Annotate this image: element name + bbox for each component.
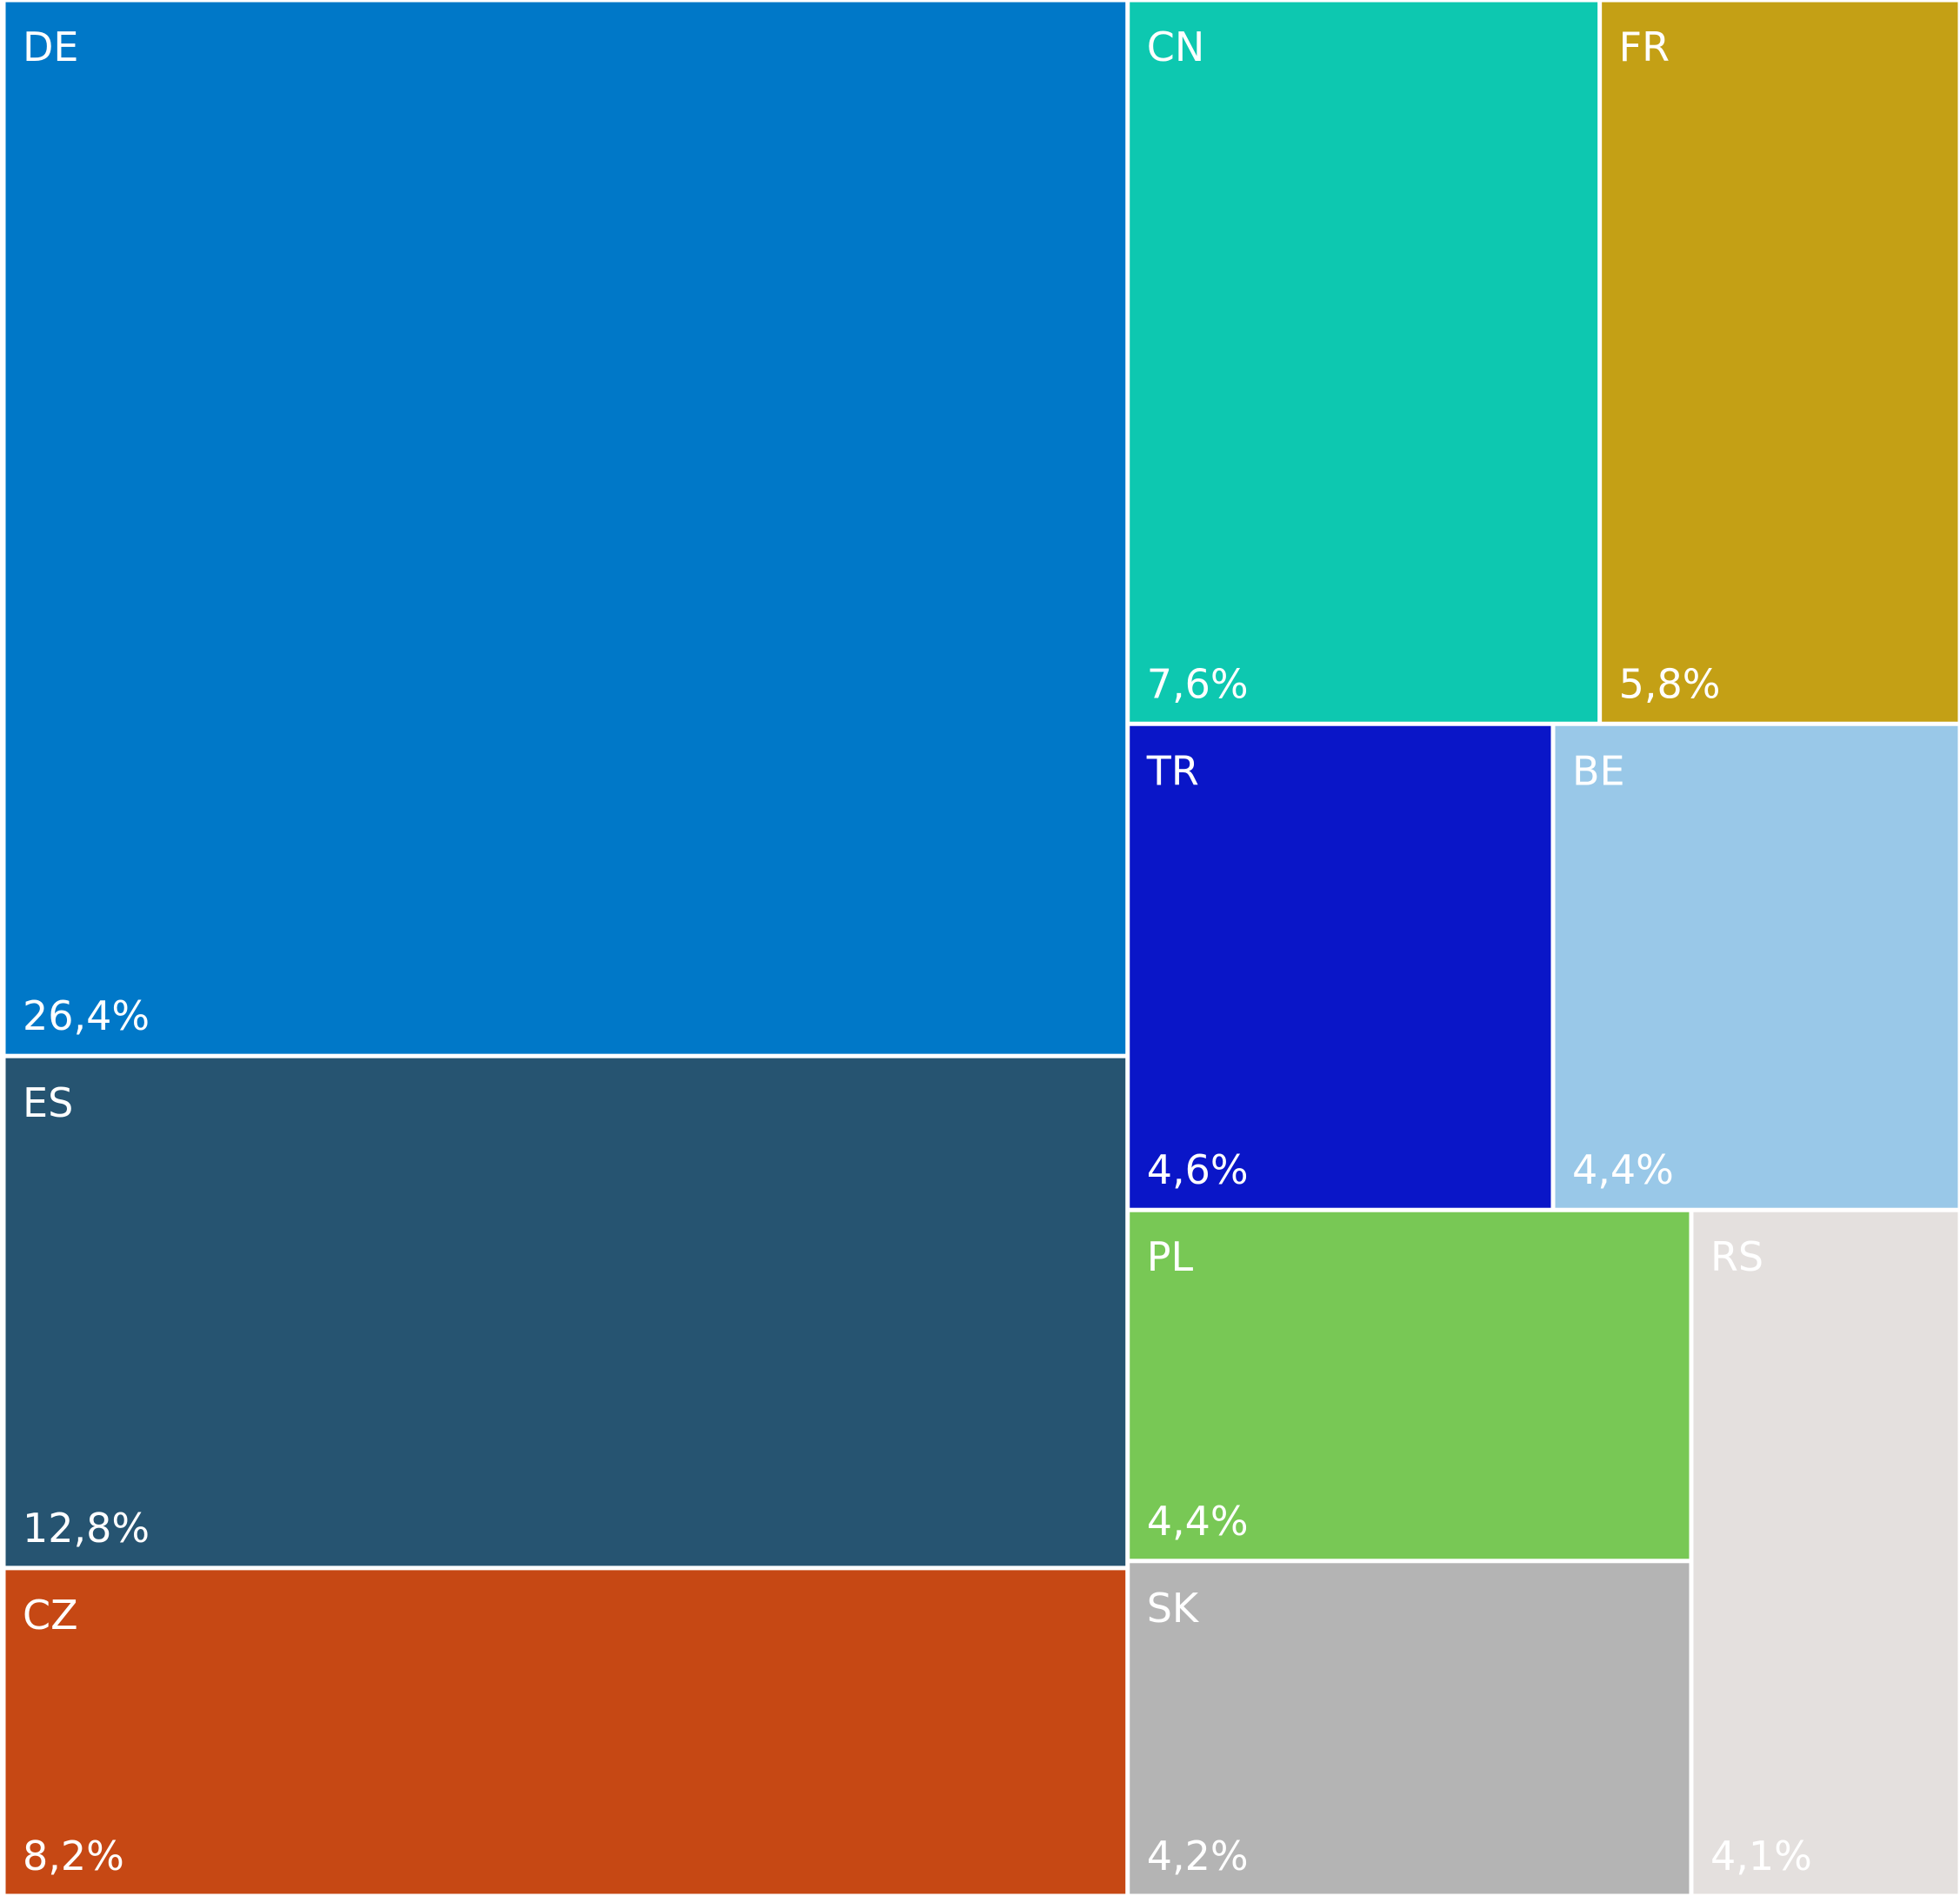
value-label: 8,2%	[23, 1833, 124, 1879]
tile-label: PL	[1147, 1233, 1194, 1280]
tile-label: ES	[23, 1079, 73, 1126]
tile	[5, 1058, 1126, 1566]
tile-label: SK	[1147, 1585, 1200, 1632]
tile-label: RS	[1710, 1233, 1763, 1280]
value-label: 4,6%	[1147, 1146, 1249, 1193]
value-label: 26,4%	[23, 992, 150, 1039]
tile	[5, 2, 1126, 1054]
tile-label: CN	[1147, 23, 1205, 70]
tile	[1602, 2, 1958, 722]
tile	[1693, 1212, 1958, 1894]
tile	[1130, 2, 1598, 722]
value-label: 12,8%	[23, 1505, 150, 1552]
tile-label: DE	[23, 23, 79, 70]
tile-label: CZ	[23, 1592, 78, 1639]
value-label: 4,4%	[1147, 1498, 1249, 1545]
tile	[1130, 1212, 1690, 1559]
value-label: 7,6%	[1147, 660, 1249, 707]
value-label: 5,8%	[1619, 660, 1721, 707]
tile	[5, 1570, 1126, 1894]
tile-label: FR	[1619, 23, 1670, 70]
tile	[1555, 725, 1958, 1208]
tile	[1130, 1563, 1690, 1894]
value-label: 4,4%	[1572, 1146, 1674, 1193]
value-label: 4,2%	[1147, 1833, 1249, 1879]
tile-label: BE	[1572, 747, 1625, 794]
tile	[1130, 725, 1551, 1208]
value-label: 4,1%	[1710, 1833, 1812, 1879]
tile-label: TR	[1146, 747, 1199, 794]
